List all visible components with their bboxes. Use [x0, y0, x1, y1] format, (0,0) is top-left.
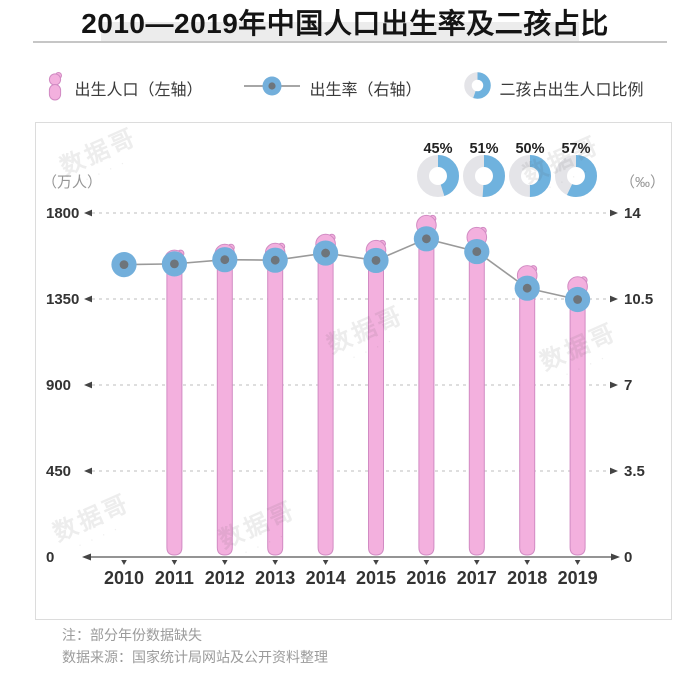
svg-text:450: 450: [46, 463, 71, 480]
combo-chart-svg: 0 450 900 1350 1800 0 3.5 7 10.5 14 （万人） （‰） 2010 201…: [42, 141, 665, 588]
title-underline: [33, 41, 667, 43]
svg-text:（‰）: （‰）: [620, 174, 665, 191]
svg-text:（万人）: （万人）: [42, 174, 102, 191]
svg-text:2013: 2013: [255, 568, 295, 588]
svg-text:10.5: 10.5: [624, 291, 653, 308]
svg-text:7: 7: [624, 377, 632, 394]
svg-text:2014: 2014: [306, 568, 346, 588]
svg-text:3.5: 3.5: [624, 463, 645, 480]
svg-text:1350: 1350: [46, 291, 79, 308]
svg-text:2010: 2010: [104, 568, 144, 588]
svg-text:50%: 50%: [515, 141, 544, 157]
donut-icon: [463, 72, 491, 104]
title-highlight-band: [101, 22, 579, 41]
footnote-data-gap: 注：部分年份数据缺失: [62, 627, 202, 643]
svg-text:0: 0: [46, 549, 54, 566]
footnotes: 注：部分年份数据缺失 数据来源：国家统计局网站及公开资料整理: [62, 624, 328, 668]
legend-label-birth-population: 出生人口（左轴）: [74, 82, 203, 99]
page-title: 2010—2019年中国人口出生率及二孩占比: [81, 8, 609, 39]
svg-text:57%: 57%: [561, 141, 590, 157]
svg-text:2015: 2015: [356, 568, 396, 588]
title-block: 2010—2019年中国人口出生率及二孩占比: [0, 0, 690, 50]
legend-item-birth-rate: 出生率（右轴）: [244, 73, 422, 104]
legend-label-birth-rate: 出生率（右轴）: [309, 82, 422, 99]
footnote-source: 数据来源：国家统计局网站及公开资料整理: [62, 649, 328, 665]
svg-text:2012: 2012: [205, 568, 245, 588]
legend: 出生人口（左轴） 出生率（右轴） 二孩占出生人口比例: [0, 70, 690, 106]
svg-text:51%: 51%: [469, 141, 498, 157]
svg-text:0: 0: [624, 549, 632, 566]
svg-text:2019: 2019: [558, 568, 598, 588]
svg-text:2017: 2017: [457, 568, 497, 588]
svg-text:2011: 2011: [155, 568, 194, 588]
svg-text:45%: 45%: [423, 141, 452, 157]
svg-text:1800: 1800: [46, 205, 79, 222]
legend-item-second-child-share: 二孩占出生人口比例: [463, 72, 644, 104]
svg-text:2016: 2016: [406, 568, 446, 588]
svg-text:2018: 2018: [507, 568, 547, 588]
legend-label-second-child-share: 二孩占出生人口比例: [499, 82, 644, 99]
svg-text:900: 900: [46, 377, 71, 394]
chart-panel: 0 450 900 1350 1800 0 3.5 7 10.5 14 （万人） （‰） 2010 201…: [35, 122, 672, 620]
legend-item-birth-population: 出生人口（左轴）: [46, 71, 202, 106]
blue-dot-line-icon: [244, 73, 301, 104]
pink-baby-figure-icon: [46, 71, 65, 106]
svg-text:14: 14: [624, 205, 641, 222]
